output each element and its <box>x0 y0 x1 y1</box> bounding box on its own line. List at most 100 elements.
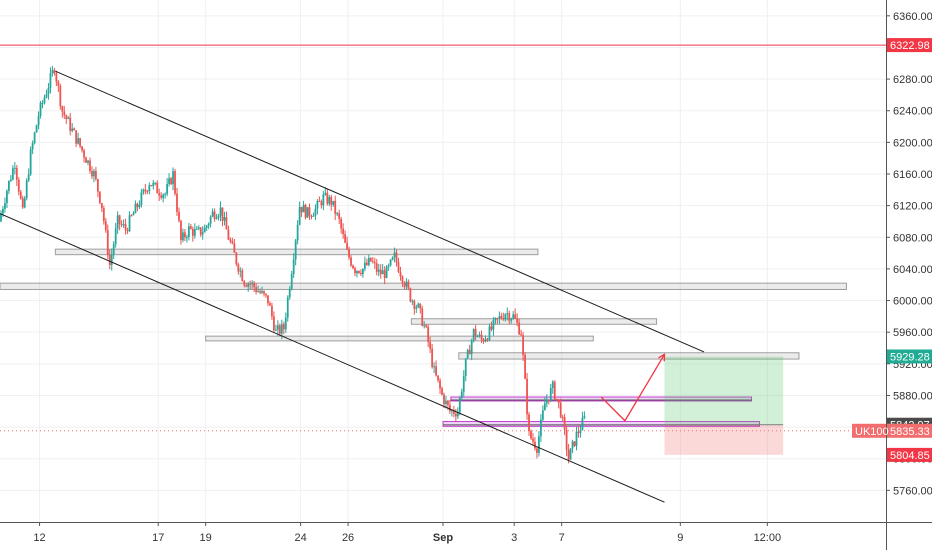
candle-body <box>510 318 513 321</box>
candle-body <box>470 340 473 355</box>
candle-body <box>81 146 83 151</box>
candle-body <box>146 190 149 192</box>
zone-1 <box>0 282 847 290</box>
candle-body <box>102 208 105 222</box>
candle-body <box>504 314 507 320</box>
candle-body <box>541 410 544 420</box>
candle-body <box>371 261 374 263</box>
candle-body <box>185 237 188 239</box>
candle-body <box>306 207 309 218</box>
candle-body <box>443 394 445 404</box>
price-tag-label-stop-loss: 5804.85 <box>890 450 930 462</box>
candle-body <box>478 334 481 337</box>
candle-body <box>259 291 261 293</box>
candle-body <box>399 272 402 277</box>
candle-body <box>7 180 10 191</box>
candle-body <box>330 196 333 205</box>
candle-body <box>87 160 89 163</box>
candle-body <box>158 193 161 196</box>
candle-body <box>19 191 22 199</box>
candle-body <box>217 215 220 218</box>
candle-body <box>106 230 109 255</box>
candle-body <box>223 217 226 221</box>
candle-body <box>302 204 305 213</box>
candle-body <box>538 436 540 453</box>
candle-body <box>583 416 586 418</box>
candle-body <box>567 449 570 460</box>
candle-body <box>128 215 131 232</box>
candle-body <box>472 328 475 341</box>
candle-body <box>338 213 341 219</box>
candle-body <box>282 324 285 330</box>
candle-body <box>488 326 491 341</box>
candle-body <box>439 380 441 389</box>
candle-body <box>536 448 538 453</box>
channel-line-upper <box>55 70 705 353</box>
candle-body <box>569 448 572 460</box>
price-tag-resistance <box>887 38 932 53</box>
candle-body <box>251 282 254 285</box>
candle-body <box>11 168 14 180</box>
projection <box>600 353 666 422</box>
candle-body <box>6 190 8 204</box>
candle-body <box>124 224 127 231</box>
zone-0 <box>54 248 539 256</box>
candle-body <box>201 232 204 235</box>
candle-body <box>450 410 453 412</box>
position-tool[interactable] <box>664 356 784 455</box>
candle-body <box>276 325 279 330</box>
candle-body <box>421 308 424 326</box>
candle-body <box>280 324 283 334</box>
candle-body <box>322 194 325 206</box>
candle-body <box>356 270 358 274</box>
candle-body <box>403 283 406 287</box>
candle-body <box>108 254 111 265</box>
candle-body <box>227 229 230 240</box>
candle-body <box>350 257 352 266</box>
candle-body <box>500 316 503 319</box>
candle-body <box>288 288 291 298</box>
zone-4 <box>458 352 800 360</box>
candle-body <box>553 381 556 399</box>
candle-body <box>298 206 301 225</box>
candle-body <box>332 200 335 205</box>
y-tick-label: 5960.00 <box>893 327 932 339</box>
candle-body <box>59 85 62 107</box>
candle-body <box>257 291 259 293</box>
candle-body <box>577 431 580 433</box>
candle-body <box>417 303 420 308</box>
y-tick-label: 6200.00 <box>893 137 932 149</box>
candle-body <box>360 272 362 275</box>
y-tick-label: 6040.00 <box>893 264 932 276</box>
price-tag-label-last-price: 5835.33 <box>890 426 930 438</box>
candle-body <box>316 200 319 209</box>
zone-3 <box>205 335 594 342</box>
candle-body <box>112 244 115 255</box>
candle-body <box>518 322 521 335</box>
candle-body <box>433 366 436 368</box>
candle-body <box>435 366 437 376</box>
candle-body <box>326 192 329 204</box>
y-tick-label: 6000.00 <box>893 296 932 308</box>
candle-body <box>39 102 42 116</box>
candle-body <box>454 413 457 417</box>
candle-body <box>480 334 483 340</box>
price-tag-label-resistance: 6322.98 <box>890 40 930 52</box>
candle-body <box>575 431 578 446</box>
candle-body <box>75 130 78 144</box>
candle-body <box>363 262 366 269</box>
candle-body <box>559 402 562 418</box>
candle-body <box>314 208 317 216</box>
candle-body <box>328 196 331 204</box>
candle-body <box>310 216 313 218</box>
price-tag-stop-loss <box>887 447 932 462</box>
candle-body <box>367 257 370 265</box>
candle-body <box>405 281 408 287</box>
candle-body <box>191 228 194 236</box>
candle-body <box>154 182 157 184</box>
profit-zone <box>664 356 784 425</box>
candle-body <box>526 378 528 415</box>
